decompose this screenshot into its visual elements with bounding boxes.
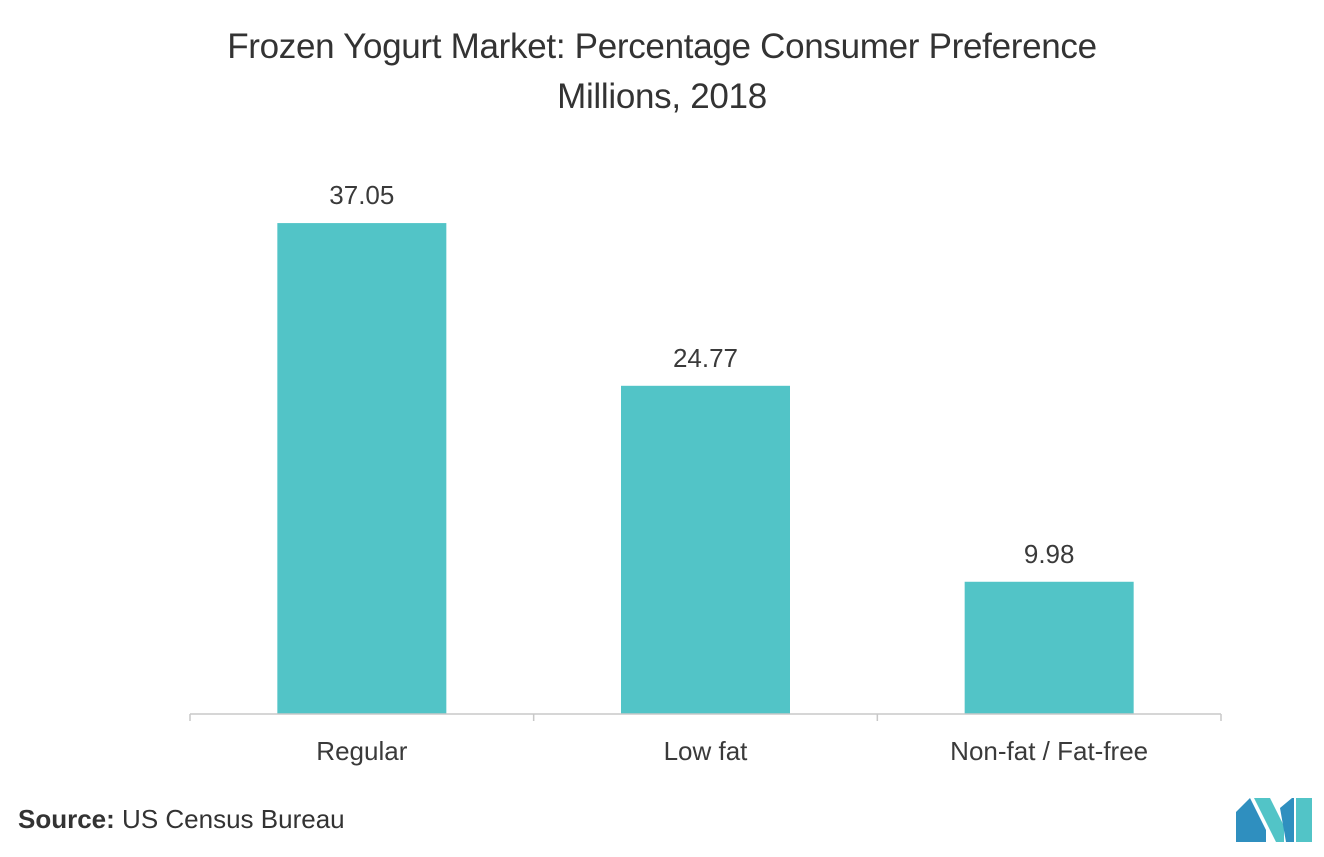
source-label: Source: [18, 804, 115, 834]
source-note: Source: US Census Bureau [18, 804, 345, 835]
labels-layer: 37.05 Regular 24.77 Low fat 9.98 Non-fat / Fa… [316, 180, 1148, 766]
x-tick-label: Low fat [664, 736, 749, 766]
x-axis [189, 713, 1222, 721]
source-text: US Census Bureau [122, 804, 345, 834]
chart-title-block: Frozen Yogurt Market: Percentage Consume… [0, 22, 1324, 122]
x-tick-label: Non-fat / Fat-free [950, 736, 1148, 766]
data-label: 37.05 [329, 180, 394, 210]
data-label: 24.77 [673, 343, 738, 373]
bar-non-fat-fat-free [964, 581, 1134, 714]
bars-layer [277, 223, 1134, 714]
bar-low-fat [621, 385, 790, 714]
chart-title: Frozen Yogurt Market: Percentage Consume… [227, 27, 1097, 66]
x-tick-label: Regular [316, 736, 407, 766]
data-label: 9.98 [1024, 539, 1075, 569]
chart-subtitle: Millions, 2018 [557, 77, 767, 116]
mordor-intelligence-logo-icon [1236, 798, 1312, 842]
bar-regular [277, 223, 447, 714]
